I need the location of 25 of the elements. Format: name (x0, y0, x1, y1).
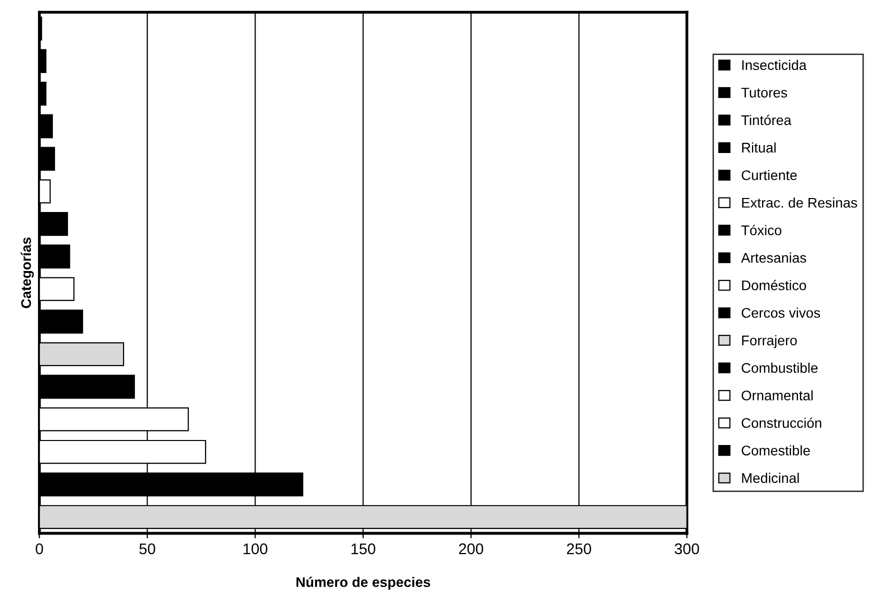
legend-label: Curtiente (742, 170, 797, 180)
legend-label: Tintórea (741, 114, 792, 126)
x-tick-label: 0 (36, 543, 44, 554)
legend-label: Construcción (742, 418, 822, 428)
x-axis-title: Número de especies (296, 576, 430, 590)
legend-label: Comestible (742, 445, 810, 456)
legend-label: Artesanias (741, 252, 806, 263)
legend-label: Extrac. de Resinas (742, 197, 858, 208)
legend-label: Ritual (742, 142, 776, 153)
y-axis-title: Categorías (20, 237, 34, 308)
legend-label: Cercos vivos (742, 308, 820, 318)
legend-label: Medicinal (742, 472, 799, 483)
legend-label: Ornamental (742, 390, 813, 400)
x-tick-label: 250 (566, 543, 592, 554)
legend-label: Insecticida (742, 60, 807, 70)
x-tick-label: 150 (352, 543, 376, 554)
legend-label: Combustible (742, 362, 818, 373)
legend-label: Tóxico (741, 224, 782, 236)
x-tick-label: 200 (459, 543, 484, 554)
x-tick-label: 50 (139, 543, 156, 554)
x-tick-label: 100 (244, 543, 268, 554)
legend-label: Doméstico (742, 280, 806, 290)
x-tick-label: 300 (674, 543, 700, 554)
legend-label: Forrajero (742, 335, 797, 348)
legend-label: Tutores (741, 88, 788, 98)
